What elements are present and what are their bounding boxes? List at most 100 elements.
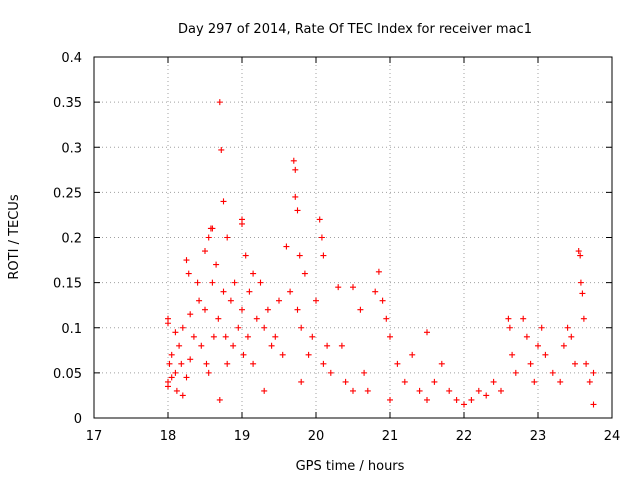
data-point [313, 297, 319, 304]
data-point [194, 279, 201, 286]
data-point [490, 378, 497, 385]
axis-ticks: 17 18 19 20 21 22 23 24 0 0.05 0.1 0.15 0.2 0.25 0.3 0.… [53, 51, 620, 444]
data-point [209, 225, 216, 232]
data-point [335, 284, 342, 291]
data-point [424, 329, 430, 336]
data-point [577, 279, 584, 286]
data-point [342, 378, 349, 385]
data-points [165, 99, 597, 408]
x-tick-label: 17 [86, 429, 103, 444]
x-tick-label: 19 [234, 429, 251, 444]
data-point [287, 288, 294, 295]
data-point [202, 248, 208, 255]
data-point [564, 324, 571, 331]
data-point [172, 329, 179, 336]
data-point [416, 387, 423, 394]
x-tick-label: 18 [160, 429, 177, 444]
data-point [557, 378, 564, 385]
data-point [523, 333, 530, 340]
data-point [357, 306, 364, 313]
data-point [220, 288, 227, 295]
data-point [498, 387, 504, 394]
data-point [239, 220, 245, 227]
data-point [316, 216, 323, 223]
data-point [327, 369, 334, 376]
data-point [216, 396, 223, 403]
data-point [168, 351, 175, 358]
data-point [549, 369, 556, 376]
data-point [387, 333, 393, 340]
data-point [527, 360, 534, 367]
data-point [264, 306, 271, 313]
data-point [183, 257, 190, 264]
data-point [250, 270, 257, 277]
y-tick-label: 0.1 [61, 322, 82, 337]
y-tick-label: 0.35 [53, 96, 82, 111]
chart-title: Day 297 of 2014, Rate Of TEC Index for r… [178, 22, 532, 37]
data-point [294, 207, 301, 214]
data-point [210, 333, 217, 340]
data-point [583, 360, 590, 367]
data-point [198, 342, 205, 349]
data-point [320, 252, 327, 259]
data-point [203, 360, 210, 367]
data-point [187, 311, 194, 318]
data-point [298, 378, 305, 385]
data-point [590, 401, 597, 408]
x-tick-label: 20 [308, 429, 325, 444]
data-point [165, 383, 171, 390]
data-point [257, 279, 264, 286]
data-point [235, 324, 242, 331]
data-point [586, 378, 593, 385]
data-point [166, 360, 173, 367]
y-tick-label: 0.15 [53, 277, 82, 292]
y-tick-label: 0 [74, 412, 82, 427]
data-point [196, 297, 203, 304]
data-point [220, 198, 227, 205]
data-point [292, 166, 299, 173]
data-point [579, 290, 586, 297]
data-point [296, 252, 303, 259]
data-point [431, 378, 438, 385]
y-tick-label: 0.4 [61, 51, 82, 66]
data-point [187, 356, 194, 363]
data-point [505, 315, 512, 322]
data-point [475, 387, 482, 394]
data-point [279, 351, 286, 358]
data-point [350, 284, 356, 291]
data-point [438, 360, 445, 367]
data-point [209, 279, 216, 286]
data-point [276, 297, 282, 304]
data-point [580, 315, 587, 322]
data-point [568, 333, 575, 340]
data-point [224, 360, 231, 367]
data-point [506, 324, 513, 331]
data-point [361, 369, 368, 376]
x-tick-label: 24 [604, 429, 621, 444]
data-point [272, 333, 279, 340]
data-point [520, 315, 527, 322]
data-point [401, 378, 408, 385]
data-point [446, 387, 453, 394]
data-point [231, 279, 238, 286]
data-point [424, 396, 430, 403]
data-point [216, 99, 223, 106]
data-point [168, 374, 175, 381]
x-axis-label: GPS time / hours [296, 459, 405, 474]
data-point [350, 387, 356, 394]
data-point [324, 342, 331, 349]
data-point [261, 387, 268, 394]
data-point [244, 333, 251, 340]
data-point [409, 351, 416, 358]
data-point [283, 243, 290, 250]
y-tick-label: 0.2 [61, 232, 82, 247]
data-point [320, 360, 327, 367]
data-point [572, 360, 578, 367]
data-point [318, 234, 325, 241]
data-point [179, 324, 186, 331]
data-point [298, 324, 305, 331]
data-point [222, 333, 229, 340]
data-point [387, 396, 393, 403]
data-point [227, 297, 234, 304]
